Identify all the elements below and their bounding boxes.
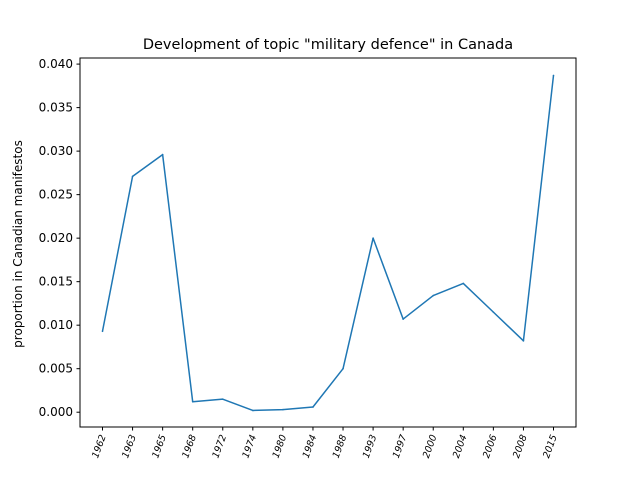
data-point (191, 400, 194, 403)
x-tick-label: 1980 (271, 433, 290, 459)
data-point (342, 367, 344, 370)
x-tick-label: 1968 (180, 433, 199, 459)
x-tick-label: 1965 (150, 433, 169, 459)
data-point (312, 406, 314, 408)
x-tick-label: 1963 (120, 433, 139, 459)
x-tick-label: 1993 (361, 433, 380, 459)
data-point (432, 294, 435, 297)
y-tick-label: 0.015 (39, 275, 73, 289)
y-tick-label: 0.035 (39, 101, 73, 115)
x-tick-label: 1997 (391, 433, 410, 459)
x-tick-label: 1974 (241, 433, 260, 459)
chart-title: Development of topic "military defence" … (143, 37, 513, 53)
x-tick-label: 1984 (301, 433, 320, 459)
data-point (282, 408, 284, 411)
x-tick-label: 2006 (481, 433, 500, 459)
y-tick-label: 0.010 (39, 318, 73, 332)
data-point (101, 330, 104, 333)
data-point (161, 153, 164, 156)
y-tick-label: 0.005 (39, 362, 73, 376)
y-axis-label: proportion in Canadian manifestos (11, 140, 25, 348)
y-tick-label: 0.040 (39, 57, 73, 71)
data-point (131, 175, 134, 178)
x-tick-label: 1972 (210, 433, 229, 459)
plot-area-frame (79, 57, 577, 428)
data-point (221, 398, 224, 400)
data-point (372, 237, 374, 239)
x-tick-label: 1962 (90, 433, 109, 459)
data-point (462, 282, 465, 285)
y-tick-label: 0.020 (39, 231, 73, 245)
data-point (252, 409, 254, 412)
y-tick-label: 0.000 (39, 405, 73, 419)
y-tick-label: 0.030 (39, 144, 73, 158)
data-point (402, 318, 404, 320)
series-layer (101, 74, 555, 412)
x-tick-label: 2004 (451, 433, 470, 459)
data-point (492, 311, 495, 313)
series-line (101, 75, 555, 412)
y-tick-label: 0.025 (39, 188, 73, 202)
x-tick-label: 2000 (421, 433, 440, 459)
x-axis-ticks: 1962 1963 1965 1968 1972 1974 1980 1984 1988 1993… (90, 427, 560, 460)
data-point (552, 74, 555, 77)
data-point (522, 340, 525, 342)
x-tick-label: 2015 (541, 433, 560, 459)
x-tick-label: 2008 (511, 433, 530, 459)
x-tick-label: 1988 (331, 433, 350, 459)
y-axis-ticks: 0.000 0.005 0.010 0.015 0.020 0.025 0.030 0.035… (39, 57, 80, 419)
